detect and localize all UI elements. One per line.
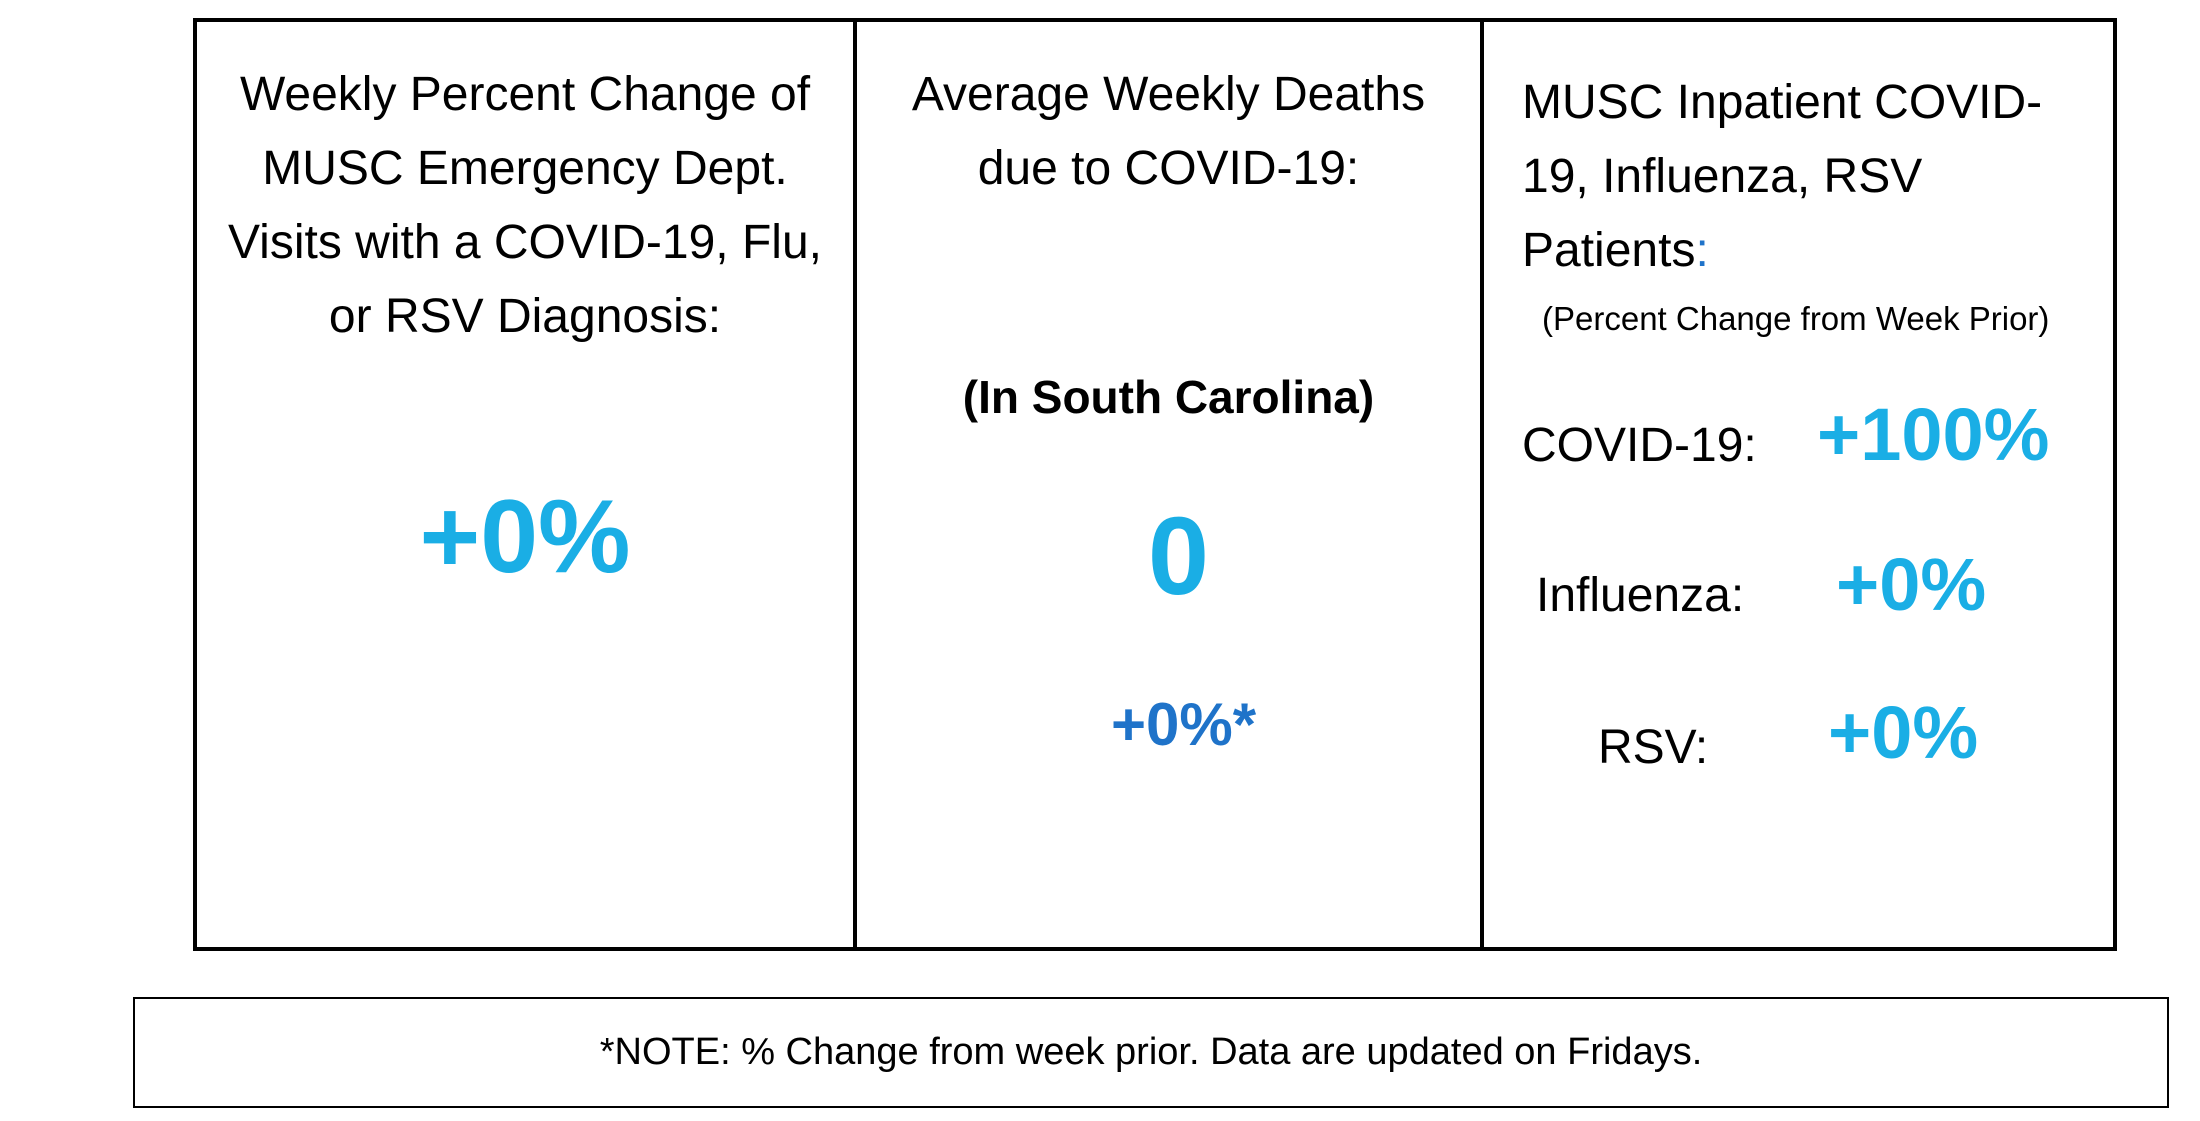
footnote-text: *NOTE: % Change from week prior. Data ar… — [599, 1031, 1703, 1073]
inpatient-title: MUSC Inpatient COVID-19, Influenza, RSV … — [1522, 66, 2103, 288]
inpatient-subtitle: (Percent Change from Week Prior) — [1542, 300, 2050, 337]
deaths-panel: Average Weekly Deaths due to COVID-19: (… — [857, 22, 1484, 947]
deaths-title: Average Weekly Deaths due to COVID-19: — [911, 68, 1426, 195]
dashboard-panels: Weekly Percent Change of MUSC Emergency … — [193, 18, 2117, 951]
inpatient-panel: MUSC Inpatient COVID-19, Influenza, RSV … — [1484, 22, 2113, 947]
metric-value-rsv: +0% — [1828, 691, 1979, 774]
deaths-region: (In South Carolina) — [962, 371, 1375, 423]
deaths-value: 0 — [1147, 495, 1210, 618]
metric-value-covid: +100% — [1817, 393, 2050, 476]
inpatient-title-colon: : — [1695, 224, 1709, 277]
ed-visits-title: Weekly Percent Change of MUSC Emergency … — [228, 68, 822, 343]
metric-value-influenza: +0% — [1836, 543, 1987, 626]
footnote: *NOTE: % Change from week prior. Data ar… — [133, 997, 2169, 1108]
metric-label-covid: COVID-19: — [1522, 419, 1757, 472]
ed-visits-value: +0% — [419, 479, 631, 595]
ed-visits-panel: Weekly Percent Change of MUSC Emergency … — [197, 22, 857, 947]
inpatient-title-text: MUSC Inpatient COVID-19, Influenza, RSV … — [1522, 76, 2043, 277]
metric-label-rsv: RSV: — [1598, 721, 1709, 774]
deaths-change: +0%* — [1110, 691, 1257, 758]
metric-label-influenza: Influenza: — [1536, 569, 1745, 622]
